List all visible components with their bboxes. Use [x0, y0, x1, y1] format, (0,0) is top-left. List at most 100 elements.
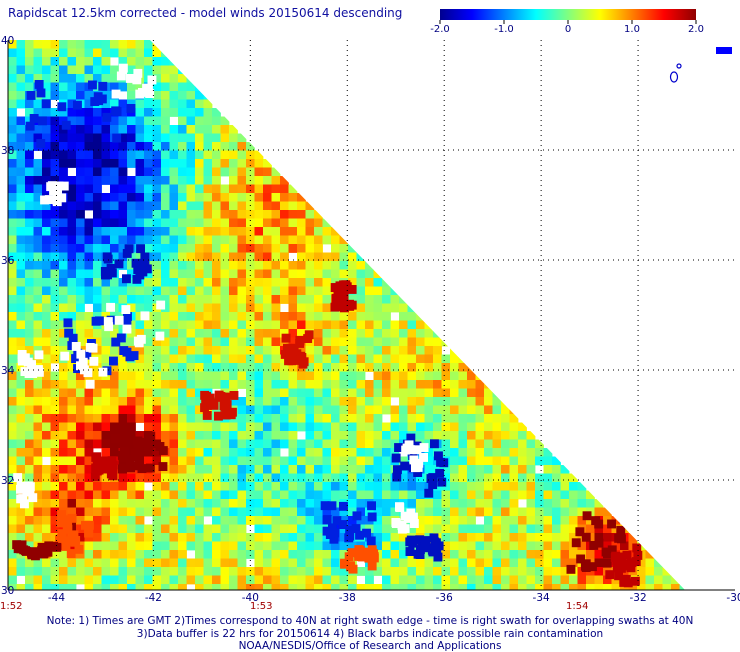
- wind-cell: [212, 456, 221, 466]
- wind-cell: [450, 405, 459, 415]
- wind-cell: [118, 99, 128, 109]
- wind-cell: [297, 533, 306, 542]
- missing-cell: [44, 195, 54, 204]
- wind-cell: [161, 312, 170, 321]
- wind-cell: [67, 286, 77, 296]
- wind-cell: [552, 533, 561, 542]
- wind-cell: [101, 439, 111, 449]
- wind-cell: [331, 261, 340, 270]
- wind-cell: [280, 227, 289, 236]
- wind-cell: [322, 363, 332, 372]
- wind-cell: [263, 210, 272, 219]
- wind-cell: [178, 397, 187, 406]
- wind-cell: [135, 108, 145, 117]
- wind-cell: [50, 91, 60, 100]
- wind-cell: [271, 439, 281, 449]
- wind-cell: [195, 159, 204, 168]
- wind-cell-strong: [320, 501, 330, 511]
- wind-cell: [118, 516, 128, 525]
- missing-cell: [391, 519, 401, 528]
- wind-cell: [297, 269, 306, 279]
- wind-cell: [42, 473, 51, 483]
- wind-cell: [535, 567, 544, 576]
- wind-cell: [101, 575, 111, 585]
- wind-cell: [356, 363, 366, 372]
- wind-cell: [16, 261, 26, 270]
- wind-cell: [569, 507, 578, 517]
- wind-cell: [212, 210, 221, 219]
- wind-cell: [127, 184, 136, 194]
- wind-cell: [288, 295, 298, 304]
- wind-cell: [501, 550, 510, 559]
- wind-cell: [492, 533, 502, 542]
- wind-cell: [212, 524, 221, 534]
- wind-cell: [365, 482, 374, 491]
- wind-cell: [654, 584, 663, 590]
- wind-cell: [220, 235, 230, 245]
- wind-cell: [152, 482, 162, 491]
- wind-cell: [110, 584, 119, 590]
- wind-cell: [144, 235, 153, 245]
- wind-cell: [263, 584, 272, 590]
- missing-cell: [156, 300, 166, 310]
- wind-cell: [186, 558, 196, 568]
- wind-cell: [8, 218, 17, 228]
- wind-cell: [518, 465, 527, 474]
- land-patch: [716, 47, 732, 54]
- wind-cell: [186, 312, 196, 321]
- wind-cell: [314, 269, 323, 279]
- wind-cell: [195, 142, 204, 151]
- wind-cell-strong: [107, 456, 117, 466]
- wind-cell: [169, 456, 179, 466]
- wind-cell: [526, 465, 536, 474]
- wind-cell-strong: [128, 461, 138, 471]
- wind-cell: [93, 405, 102, 415]
- wind-cell: [518, 422, 527, 432]
- wind-cell: [110, 516, 119, 525]
- wind-cell: [59, 490, 68, 500]
- wind-cell-strong: [12, 540, 22, 550]
- wind-cell: [76, 337, 85, 347]
- wind-cell: [76, 184, 85, 194]
- wind-cell: [178, 490, 187, 500]
- wind-cell-strong: [102, 112, 112, 122]
- wind-cell: [322, 567, 332, 576]
- wind-cell: [229, 312, 238, 321]
- wind-cell: [50, 439, 60, 449]
- wind-cell: [356, 567, 366, 576]
- wind-cell: [433, 346, 442, 355]
- wind-cell: [237, 303, 247, 313]
- wind-cell-strong: [109, 356, 118, 366]
- wind-cell: [42, 516, 51, 525]
- wind-cell: [127, 439, 136, 449]
- wind-cell: [8, 422, 17, 432]
- wind-cell: [110, 193, 119, 202]
- colorbar-tick-label: 1.0: [624, 24, 640, 35]
- wind-cell: [84, 397, 94, 406]
- wind-cell: [399, 490, 408, 500]
- wind-cell: [152, 405, 162, 415]
- wind-cell: [263, 524, 272, 534]
- wind-cell-strong: [435, 468, 445, 478]
- wind-cell: [93, 278, 102, 287]
- wind-cell: [509, 490, 519, 500]
- wind-cell: [645, 584, 655, 590]
- wind-cell: [101, 507, 111, 517]
- wind-cell: [50, 397, 60, 406]
- wind-cell: [552, 490, 561, 500]
- wind-cell: [152, 91, 162, 100]
- wind-cell-strong: [133, 265, 143, 275]
- wind-cell: [59, 567, 68, 576]
- wind-cell: [93, 541, 102, 551]
- wind-cell-strong: [110, 433, 120, 443]
- wind-cell: [101, 550, 111, 559]
- wind-cell-strong: [214, 411, 223, 421]
- wind-cell: [254, 184, 264, 194]
- wind-cell: [331, 439, 340, 449]
- wind-cell-strong: [602, 558, 612, 568]
- wind-cell: [169, 337, 179, 347]
- wind-cell: [50, 524, 60, 534]
- wind-cell: [152, 286, 162, 296]
- wind-cell: [254, 193, 264, 202]
- wind-cell: [271, 363, 281, 372]
